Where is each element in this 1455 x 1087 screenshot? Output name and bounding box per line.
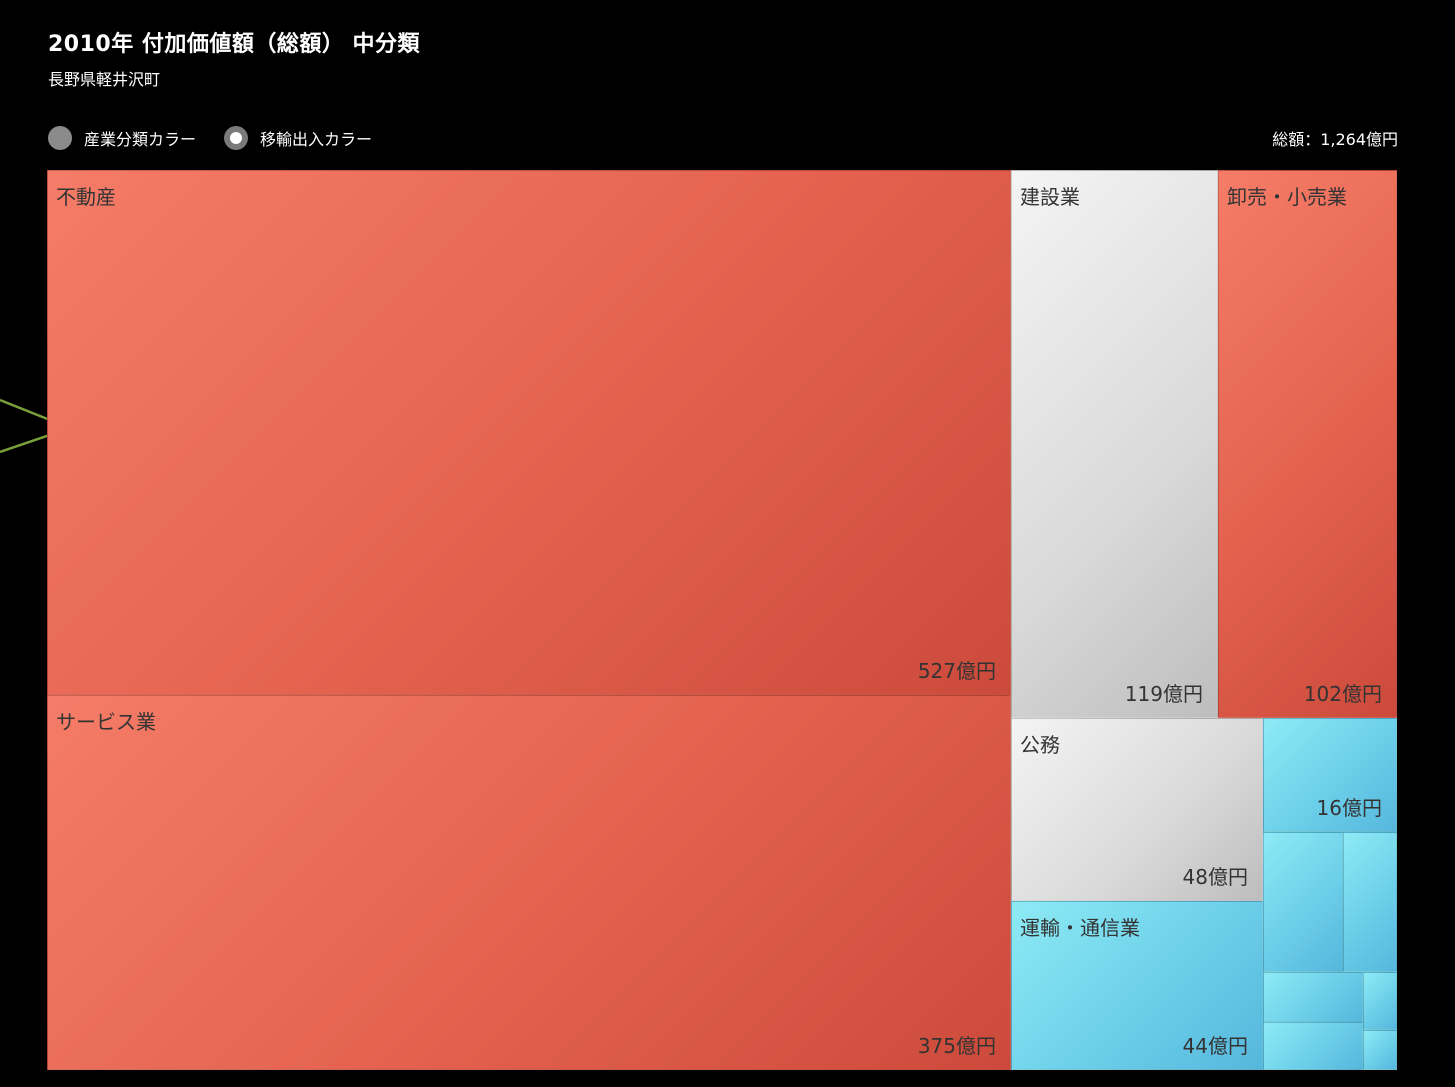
treemap-cell-small[interactable] (1343, 832, 1397, 972)
cell-value: 119億円 (1124, 682, 1203, 706)
cell-value: 527億円 (917, 659, 996, 683)
cell-label: 不動産 (56, 185, 116, 209)
treemap-cell-real-estate[interactable]: 不動産 527億円 (47, 170, 1011, 695)
legend-option-industry-color[interactable]: 産業分類カラー (48, 126, 196, 150)
page-title: 2010年 付加価値額（総額） 中分類 (48, 32, 421, 57)
treemap-cell-small[interactable] (1363, 972, 1397, 1030)
cell-label: 公務 (1020, 733, 1060, 757)
treemap-cell-public-service[interactable]: 公務 48億円 (1011, 718, 1263, 901)
page-subtitle: 長野県軽井沢町 (48, 70, 161, 89)
legend-option-label: 産業分類カラー (84, 130, 197, 149)
radio-trade-color-icon[interactable] (224, 126, 249, 150)
cell-value: 16億円 (1316, 796, 1382, 820)
treemap-cell-construction[interactable]: 建設業 119億円 (1011, 170, 1218, 718)
treemap-cell-small[interactable] (1263, 832, 1343, 972)
legend-option-label: 移輸出入カラー (260, 130, 373, 149)
treemap-cell-transport-communication[interactable]: 運輸・通信業 44億円 (1011, 901, 1263, 1070)
cell-value: 44億円 (1182, 1034, 1248, 1058)
cell-label: サービス業 (56, 710, 156, 734)
cell-label: 運輸・通信業 (1020, 916, 1140, 940)
cell-label: 卸売・小売業 (1227, 185, 1347, 209)
treemap-cell-small[interactable] (1363, 1030, 1397, 1070)
treemap-cell-small-16[interactable]: 16億円 (1263, 718, 1397, 832)
treemap-chart: 不動産 527億円 サービス業 375億円 建設業 119億円 卸売・小売業 1… (47, 170, 1397, 1070)
total-amount: 総額：1,264億円 (1272, 130, 1398, 149)
cell-value: 48億円 (1182, 865, 1248, 889)
cell-label: 建設業 (1020, 185, 1080, 209)
treemap-cell-services[interactable]: サービス業 375億円 (47, 695, 1011, 1070)
treemap-cell-wholesale-retail[interactable]: 卸売・小売業 102億円 (1218, 170, 1397, 718)
color-mode-legend: 産業分類カラー 移輸出入カラー (48, 126, 390, 150)
cell-value: 102億円 (1303, 682, 1382, 706)
radio-industry-color-icon[interactable] (48, 126, 72, 150)
cell-value: 375億円 (917, 1034, 996, 1058)
treemap-cell-small[interactable] (1263, 972, 1363, 1022)
treemap-cell-small[interactable] (1263, 1022, 1363, 1070)
legend-option-trade-color[interactable]: 移輸出入カラー (224, 126, 372, 150)
